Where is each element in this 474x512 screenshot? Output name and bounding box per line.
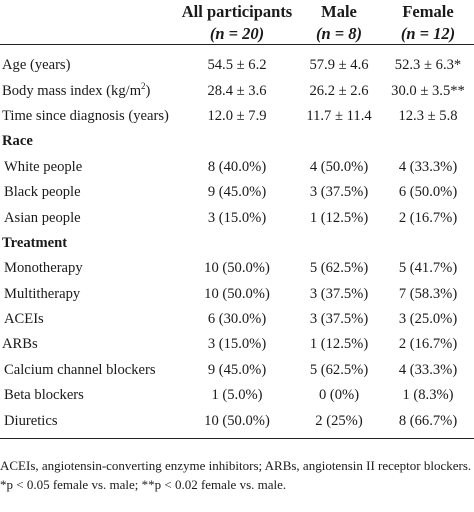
- cell-all: 10 (50.0%): [204, 285, 270, 302]
- cell-all: 9 (45.0%): [207, 361, 267, 378]
- cell-female: 12.3 ± 5.8: [398, 107, 458, 124]
- cell-all: 9 (45.0%): [207, 184, 267, 201]
- header-blank: [0, 0, 178, 22]
- cell-female: 30.0 ± 3.5**: [391, 82, 465, 99]
- row-label: Black people: [4, 184, 81, 201]
- table-footnotes: ACEIs, angiotensin-converting enzyme inh…: [0, 456, 474, 494]
- cell-all: 10 (50.0%): [204, 260, 270, 277]
- cell-all: 3 (15.0%): [207, 209, 267, 226]
- table-body: Age (years) 54.5 ± 6.2 57.9 ± 4.6 52.3 ±…: [0, 45, 474, 439]
- table-row-beta-blockers: Beta blockers 1 (5.0%) 0 (0%) 1 (8.3%): [0, 383, 474, 408]
- cell-all: 6 (30.0%): [207, 311, 267, 328]
- section-heading-race: Race: [0, 129, 474, 154]
- table-row-bmi: Body mass index (kg/m2) 28.4 ± 3.6 26.2 …: [0, 78, 474, 103]
- row-label: Monotherapy: [4, 260, 83, 277]
- table-row-asian: Asian people 3 (15.0%) 1 (12.5%) 2 (16.7…: [0, 205, 474, 230]
- row-label-text: Body mass index (kg/m: [2, 82, 142, 99]
- table-row-white: White people 8 (40.0%) 4 (50.0%) 4 (33.3…: [0, 155, 474, 180]
- cell-female: 5 (41.7%): [398, 260, 458, 277]
- cell-all: 1 (5.0%): [211, 387, 263, 404]
- cell-female: 7 (58.3%): [398, 285, 458, 302]
- cell-female: 4 (33.3%): [398, 361, 458, 378]
- section-label: Treatment: [2, 234, 68, 251]
- cell-female: 3 (25.0%): [398, 311, 458, 328]
- cell-all: 28.4 ± 3.6: [207, 82, 267, 99]
- cell-female: 2 (16.7%): [398, 336, 458, 353]
- cell-all: 3 (15.0%): [207, 336, 267, 353]
- row-label: ARBs: [2, 336, 38, 353]
- footnote-abbreviations: ACEIs, angiotensin-converting enzyme inh…: [0, 458, 472, 473]
- table-row-black: Black people 9 (45.0%) 3 (37.5%) 6 (50.0…: [0, 180, 474, 205]
- table-row-aceis: ACEIs 6 (30.0%) 3 (37.5%) 3 (25.0%): [0, 307, 474, 332]
- cell-female: 6 (50.0%): [398, 184, 458, 201]
- cell-female: 4 (33.3%): [398, 158, 458, 175]
- cell-female: 52.3 ± 6.3*: [394, 57, 462, 74]
- header-n-female: (n = 12): [400, 24, 456, 43]
- cell-male: 4 (50.0%): [309, 158, 369, 175]
- cell-male: 2 (25%): [315, 412, 363, 429]
- cell-all: 54.5 ± 6.2: [207, 57, 267, 74]
- cell-male: 1 (12.5%): [309, 336, 369, 353]
- row-label: Body mass index (kg/m2): [0, 78, 178, 103]
- cell-male: 11.7 ± 11.4: [306, 107, 372, 124]
- header-female: Female: [402, 2, 454, 21]
- table-row-arbs: ARBs 3 (15.0%) 1 (12.5%) 2 (16.7%): [0, 332, 474, 357]
- cell-female: 2 (16.7%): [398, 209, 458, 226]
- cell-male: 3 (37.5%): [309, 285, 369, 302]
- cell-male: 26.2 ± 2.6: [309, 82, 369, 99]
- section-label: Race: [2, 133, 33, 150]
- header-n-all: (n = 20): [209, 24, 265, 43]
- table-row-age: Age (years) 54.5 ± 6.2 57.9 ± 4.6 52.3 ±…: [0, 45, 474, 79]
- row-label: ACEIs: [4, 311, 44, 328]
- section-heading-treatment: Treatment: [0, 231, 474, 256]
- cell-all: 12.0 ± 7.9: [207, 107, 267, 124]
- participant-characteristics-table: All participants Male Female (n = 20) (n…: [0, 0, 474, 439]
- table-row-multitherapy: Multitherapy 10 (50.0%) 3 (37.5%) 7 (58.…: [0, 282, 474, 307]
- table-header: All participants Male Female (n = 20) (n…: [0, 0, 474, 45]
- cell-all: 10 (50.0%): [204, 412, 270, 429]
- footnote-significance: *p < 0.05 female vs. male; **p < 0.02 fe…: [0, 477, 287, 492]
- header-male: Male: [321, 2, 357, 21]
- cell-female: 1 (8.3%): [402, 387, 454, 404]
- table-row-time-since-diagnosis: Time since diagnosis (years) 12.0 ± 7.9 …: [0, 104, 474, 129]
- row-label: Multitherapy: [4, 285, 81, 302]
- row-label: Calcium channel blockers: [4, 361, 156, 378]
- cell-male: 57.9 ± 4.6: [309, 57, 369, 74]
- cell-all: 8 (40.0%): [207, 158, 267, 175]
- header-n-male: (n = 8): [315, 24, 363, 43]
- row-label: Asian people: [4, 209, 81, 226]
- table-row-calcium-channel-blockers: Calcium channel blockers 9 (45.0%) 5 (62…: [0, 358, 474, 383]
- table-row-monotherapy: Monotherapy 10 (50.0%) 5 (62.5%) 5 (41.7…: [0, 256, 474, 281]
- row-label: Age (years): [2, 57, 71, 74]
- table-row-diuretics: Diuretics 10 (50.0%) 2 (25%) 8 (66.7%): [0, 408, 474, 439]
- cell-male: 3 (37.5%): [309, 184, 369, 201]
- row-label-superscript: 2: [141, 80, 146, 91]
- header-all-participants: All participants: [181, 2, 293, 21]
- row-label: Beta blockers: [4, 387, 84, 404]
- cell-male: 1 (12.5%): [309, 209, 369, 226]
- cell-male: 0 (0%): [318, 387, 360, 404]
- row-label: White people: [4, 158, 83, 175]
- cell-male: 3 (37.5%): [309, 311, 369, 328]
- cell-male: 5 (62.5%): [309, 361, 369, 378]
- header-blank-2: [0, 22, 178, 45]
- row-label-close: ): [145, 82, 151, 99]
- row-label: Diuretics: [4, 412, 58, 429]
- cell-female: 8 (66.7%): [398, 412, 458, 429]
- row-label: Time since diagnosis (years): [2, 107, 169, 124]
- cell-male: 5 (62.5%): [309, 260, 369, 277]
